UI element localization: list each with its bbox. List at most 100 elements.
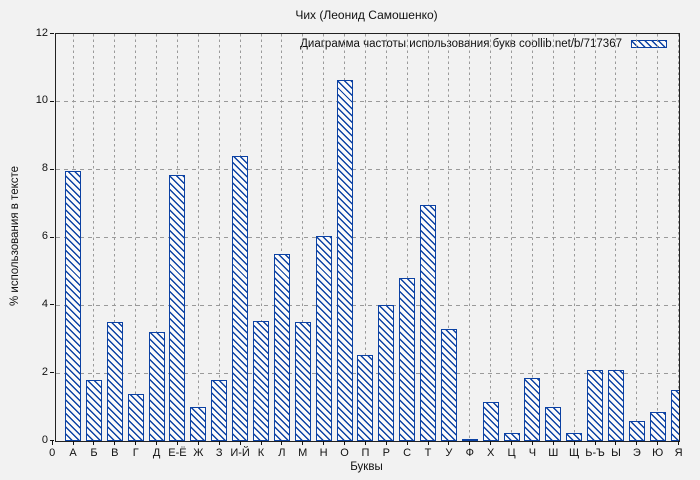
y-tick [50,33,54,34]
x-tick [197,441,199,445]
x-tick [490,441,492,445]
y-tick-label: 8 [41,162,48,175]
x-tick [427,441,429,445]
x-tick [364,441,366,445]
legend: Диаграмма частоты использования букв coo… [300,38,667,50]
bar [148,332,165,441]
bar [607,369,624,441]
bar [169,174,186,441]
x-tick [552,441,554,445]
x-gridline [490,34,492,441]
x-gridline [636,34,638,441]
x-gridline [114,34,116,441]
bar [65,171,82,441]
x-tick-label: Б [90,447,98,459]
x-tick-label: Д [152,447,161,459]
x-tick [239,441,241,445]
x-gridline [552,34,554,441]
plot-area: Диаграмма частоты использования букв coo… [55,33,680,442]
x-tick [93,441,95,445]
x-tick-label: Н [319,447,328,459]
x-tick-label: Е-Ё [168,447,187,459]
y-tick [50,168,54,170]
x-gridline [281,34,283,441]
bar [545,407,562,441]
bar [273,254,290,441]
bar [315,235,332,441]
x-tick-label: Э [632,447,641,459]
x-tick-label: Щ [569,447,580,459]
x-tick-label: Г [132,447,139,459]
x-tick-label: Р [382,447,390,459]
x-tick-label: Ь-Ъ [585,447,605,459]
bar [253,320,269,441]
x-tick-label: Ю [652,447,664,459]
x-gridline [594,34,596,441]
x-tick [678,441,680,445]
x-axis-label: Буквы [350,461,383,473]
x-tick [218,441,220,445]
x-tick-label: С [403,447,412,459]
bar [357,354,374,441]
y-tick-label: 2 [41,365,48,378]
bar [106,322,123,441]
x-tick [594,441,596,445]
x-tick [156,441,158,445]
x-gridline [657,34,659,441]
x-gridline [678,34,679,441]
x-gridline [406,34,408,441]
x-tick [448,441,450,445]
x-tick [657,441,659,445]
bar [127,393,144,441]
bar [587,369,604,441]
x-gridline [302,34,304,441]
x-gridline [218,34,220,441]
x-tick-label: К [257,447,265,459]
y-tick-label: 0 [41,433,48,446]
x-tick-label: Х [487,447,495,459]
y-gridline [56,169,679,171]
x-tick-label: Т [424,447,432,459]
bar [211,379,228,441]
bar [566,432,583,441]
x-tick-label: Л [278,447,286,459]
x-tick-label: У [445,447,453,459]
x-tick-label: Ы [611,447,621,459]
x-gridline [156,34,158,441]
y-gridline [56,304,679,306]
y-gridline [56,101,679,103]
x-tick [615,441,617,445]
y-tick [50,372,54,374]
x-gridline [448,34,450,441]
x-tick [511,441,513,445]
bar [85,379,102,441]
x-tick-label: П [361,447,370,459]
x-tick-label: Ж [193,447,204,459]
x-tick [406,441,408,445]
x-tick-label: З [215,447,223,459]
y-tick [50,100,54,102]
x-gridline [260,34,262,441]
x-gridline [364,34,366,441]
x-tick-label: 0 [49,447,56,459]
bar [190,407,207,441]
chart-title: Чих (Леонид Самошенко) [295,8,438,22]
legend-swatch-icon [631,40,667,48]
x-tick-label: В [111,447,119,459]
x-tick [72,441,74,445]
x-tick [469,441,471,445]
x-gridline [615,34,617,441]
bar [399,278,416,441]
x-tick [51,441,53,445]
bar [440,329,457,441]
x-gridline [573,34,575,441]
y-tick [50,236,54,238]
bar [670,390,679,441]
y-tick-label: 12 [35,26,48,39]
x-tick [281,441,283,445]
bar [649,412,666,441]
bar [378,305,395,441]
x-tick-label: О [340,447,349,459]
x-gridline [135,34,137,441]
